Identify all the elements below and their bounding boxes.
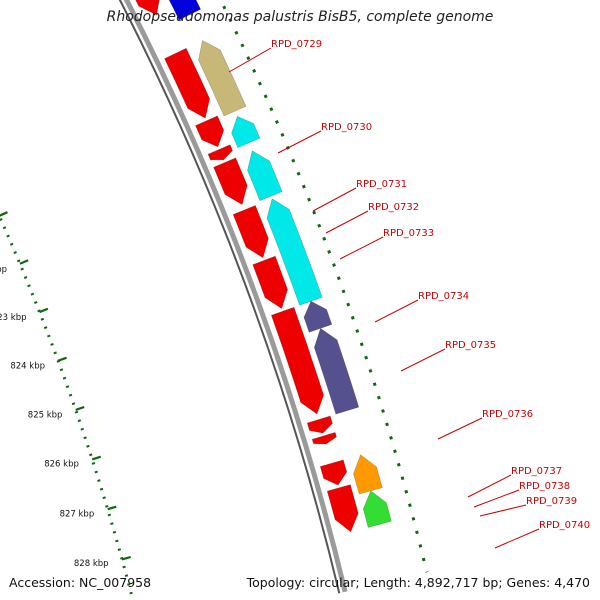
ruler-tick <box>121 555 132 561</box>
gene-label[interactable]: RPD_0735 <box>445 340 496 351</box>
ruler-tick <box>57 356 67 362</box>
gene-leader-line <box>325 210 369 234</box>
gene-leader-line <box>473 489 520 508</box>
gene-feature-inner[interactable] <box>195 115 225 148</box>
gene-feature-outer[interactable] <box>198 40 247 117</box>
gene-feature-inner[interactable] <box>252 255 288 310</box>
gene-label[interactable]: RPD_0731 <box>356 179 407 190</box>
ruler-tick-label: 823 kbp <box>0 313 27 323</box>
ruler-tick-label: 826 kbp <box>44 460 79 470</box>
gene-feature-inner[interactable] <box>311 431 337 445</box>
gene-feature-inner[interactable] <box>319 459 348 486</box>
gene-label[interactable]: RPD_0739 <box>526 496 577 507</box>
ruler-tick-label: 824 kbp <box>10 362 45 372</box>
gene-feature-outer[interactable] <box>303 300 333 333</box>
ruler-tick <box>107 505 117 511</box>
gene-leader-line <box>437 417 483 440</box>
ruler-tick-label: 825 kbp <box>28 411 63 421</box>
ruler-tick-label: 828 kbp <box>74 559 109 569</box>
gene-label[interactable]: RPD_0733 <box>383 228 434 239</box>
gene-label[interactable]: RPD_0737 <box>511 466 562 477</box>
gene-label[interactable]: RPD_0729 <box>271 39 322 50</box>
gene-leader-line <box>312 187 357 212</box>
gene-feature-inner[interactable] <box>164 47 210 119</box>
ruler-tick <box>0 211 8 217</box>
gene-label[interactable]: RPD_0736 <box>482 409 533 420</box>
gene-leader-line <box>339 236 384 260</box>
gene-leader-line <box>400 348 446 372</box>
ruler-tick-label: 827 kbp <box>60 509 95 519</box>
gene-leader-line <box>228 47 272 73</box>
backbone-outer-line <box>123 0 348 593</box>
gene-feature-outer[interactable] <box>353 454 383 495</box>
gene-feature-outer[interactable] <box>266 198 323 306</box>
gene-feature-outer[interactable] <box>231 116 261 148</box>
backbone-inner-line <box>118 0 341 594</box>
ruler-tick <box>75 405 85 411</box>
gene-leader-line <box>467 474 512 498</box>
ruler-tick-label: 822 kbp <box>0 265 7 275</box>
gene-feature-inner[interactable] <box>232 205 269 259</box>
gene-feature-outer[interactable] <box>247 150 283 201</box>
ruler-tick <box>91 455 102 461</box>
gene-feature-inner[interactable] <box>306 415 333 434</box>
gene-feature-outer[interactable] <box>362 490 392 528</box>
gene-feature-inner[interactable] <box>213 157 248 206</box>
ruler-tick <box>39 307 49 314</box>
gene-label[interactable]: RPD_0732 <box>368 202 419 213</box>
ruler-layer: 818 kbp819 kbp820 kbp821 kbp822 kbp823 k… <box>0 211 135 600</box>
gene-leader-line <box>494 528 540 549</box>
gene-feature-inner[interactable] <box>207 144 233 161</box>
topology-stats-text: Topology: circular; Length: 4,892,717 bp… <box>246 575 590 590</box>
feature-layer <box>127 0 392 533</box>
gene-leader-line <box>374 299 419 323</box>
gene-feature-inner[interactable] <box>127 0 161 16</box>
gene-feature-outer[interactable] <box>314 327 360 415</box>
gene-leader-line <box>479 504 527 517</box>
ruler-tick <box>19 259 29 265</box>
gene-label[interactable]: RPD_0740 <box>539 520 590 531</box>
backbone-layer <box>118 0 429 594</box>
gene-feature-inner[interactable] <box>326 484 359 533</box>
gene-feature-outer[interactable] <box>166 0 202 21</box>
gene-label[interactable]: RPD_0734 <box>418 291 469 302</box>
gene-label[interactable]: RPD_0730 <box>321 122 372 133</box>
gene-feature-inner[interactable] <box>270 306 324 415</box>
gene-label[interactable]: RPD_0738 <box>519 481 570 492</box>
gene-leader-line <box>277 130 322 154</box>
accession-text: Accession: NC_007958 <box>9 575 152 590</box>
label-layer: RPD_0729 RPD_0730 RPD_0731 RPD_0732 RPD_0733… <box>228 39 590 549</box>
genome-title: Rhodopseudomonas palustris BisB5, comple… <box>106 9 494 25</box>
